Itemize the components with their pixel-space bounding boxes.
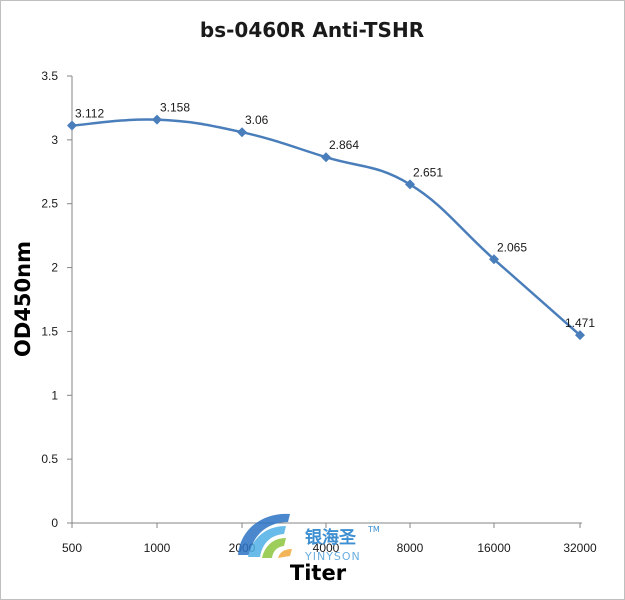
x-tick-label: 16000 bbox=[477, 541, 511, 555]
y-ticks: 0 0.5 1 1.5 2 2.5 3 3.5 bbox=[41, 69, 72, 530]
y-tick-label: 0.5 bbox=[41, 452, 58, 466]
y-tick-label: 1.5 bbox=[41, 324, 58, 338]
y-tick-label: 2 bbox=[51, 261, 58, 275]
x-tick-label: 4000 bbox=[313, 541, 340, 555]
data-label: 3.06 bbox=[245, 113, 269, 127]
data-label: 3.112 bbox=[75, 107, 104, 121]
series-line bbox=[71, 118, 581, 337]
watermark-chinese-text: 银海圣 bbox=[305, 527, 357, 548]
y-axis-title: OD450nm bbox=[11, 241, 35, 357]
watermark-trademark: TM bbox=[367, 525, 380, 534]
data-point-marker bbox=[152, 114, 162, 125]
x-ticks: 50010002000400080001600032000 bbox=[62, 523, 597, 555]
data-markers bbox=[67, 114, 585, 341]
x-tick-label: 1000 bbox=[144, 541, 171, 555]
y-tick-label: 2.5 bbox=[41, 197, 58, 211]
data-point-marker bbox=[575, 330, 585, 341]
y-tick-label: 3.5 bbox=[41, 69, 58, 83]
y-tick-label: 0 bbox=[51, 516, 58, 530]
x-tick-label: 500 bbox=[62, 541, 82, 555]
watermark-english-text: YINYSON bbox=[304, 550, 361, 563]
watermark: 银海圣 TM YINYSON bbox=[238, 513, 380, 563]
data-labels: 3.112 3.158 3.06 2.864 2.651 2.065 1.471 bbox=[75, 101, 595, 330]
y-tick-label: 1 bbox=[51, 388, 58, 402]
data-point-marker bbox=[237, 127, 247, 138]
x-tick-label: 32000 bbox=[563, 541, 597, 555]
x-tick-label: 8000 bbox=[397, 541, 424, 555]
data-label: 2.864 bbox=[329, 138, 359, 152]
data-label: 2.065 bbox=[497, 240, 527, 254]
data-point-marker bbox=[405, 179, 415, 190]
data-label: 2.651 bbox=[413, 165, 443, 179]
data-label: 1.471 bbox=[565, 316, 595, 330]
x-axis-title: Titer bbox=[290, 561, 347, 585]
y-tick-label: 3 bbox=[51, 133, 58, 147]
data-point-marker bbox=[489, 254, 499, 265]
data-point-marker bbox=[67, 120, 77, 131]
chart-title: bs-0460R Anti-TSHR bbox=[200, 18, 424, 42]
watermark-logo-icon bbox=[238, 513, 292, 558]
data-label: 3.158 bbox=[160, 101, 190, 115]
data-point-marker bbox=[321, 152, 331, 163]
